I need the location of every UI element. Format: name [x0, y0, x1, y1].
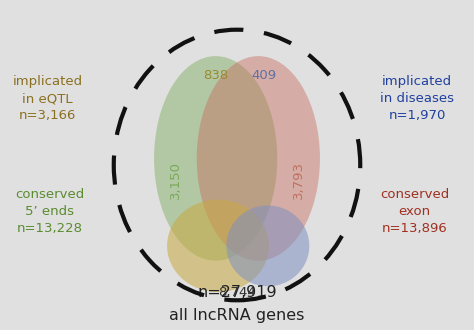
Text: n=27,919: n=27,919 [197, 284, 277, 300]
Ellipse shape [167, 200, 269, 292]
Text: implicated
in eQTL
n=3,166: implicated in eQTL n=3,166 [12, 76, 82, 122]
Text: implicated
in diseases
n=1,970: implicated in diseases n=1,970 [380, 76, 454, 122]
Text: 3,150: 3,150 [169, 161, 182, 199]
Ellipse shape [154, 56, 277, 261]
Text: 3,793: 3,793 [292, 161, 305, 199]
Text: 838: 838 [203, 69, 229, 82]
Ellipse shape [226, 205, 309, 286]
Text: conserved
exon
n=13,896: conserved exon n=13,896 [380, 188, 449, 235]
Text: conserved
5’ ends
n=13,228: conserved 5’ ends n=13,228 [15, 188, 84, 235]
Text: 8,744: 8,744 [218, 285, 256, 299]
Text: 409: 409 [251, 69, 276, 82]
Ellipse shape [197, 56, 320, 261]
Text: all lncRNA genes: all lncRNA genes [169, 308, 305, 323]
